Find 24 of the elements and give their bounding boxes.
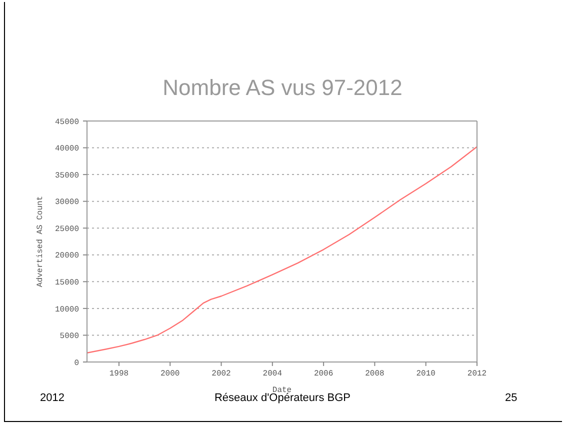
y-tick-label: 45000 bbox=[54, 118, 80, 127]
x-tick-label: 2008 bbox=[365, 370, 385, 379]
y-tick-label: 25000 bbox=[54, 224, 80, 234]
y-tick-label: 5000 bbox=[60, 332, 80, 342]
y-tick-label: 35000 bbox=[54, 171, 80, 180]
x-tick-label: 2002 bbox=[212, 370, 232, 379]
x-tick-label: 2006 bbox=[314, 370, 334, 379]
line-series bbox=[87, 146, 477, 354]
y-tick-label: 0 bbox=[74, 358, 80, 368]
y-tick-label: 15000 bbox=[54, 278, 80, 288]
x-tick-label: 2000 bbox=[160, 370, 180, 379]
x-tick-label: 1998 bbox=[109, 370, 129, 379]
y-tick-label: 40000 bbox=[54, 144, 80, 154]
y-axis-title: Advertised AS Count bbox=[36, 196, 45, 288]
y-tick-label: 20000 bbox=[54, 252, 80, 261]
text: 2012 bbox=[40, 392, 64, 404]
x-tick-label: 2012 bbox=[467, 370, 487, 379]
chart-title: Nombre AS vus 97-2012 bbox=[162, 75, 404, 100]
y-tick-label: 10000 bbox=[54, 305, 80, 314]
x-tick-label: 2010 bbox=[416, 370, 436, 379]
text: 25 bbox=[505, 392, 518, 404]
x-tick-label: 2004 bbox=[262, 370, 282, 379]
text: Réseaux d'Opérateurs BGP bbox=[214, 392, 350, 404]
y-tick-label: 30000 bbox=[54, 198, 80, 208]
